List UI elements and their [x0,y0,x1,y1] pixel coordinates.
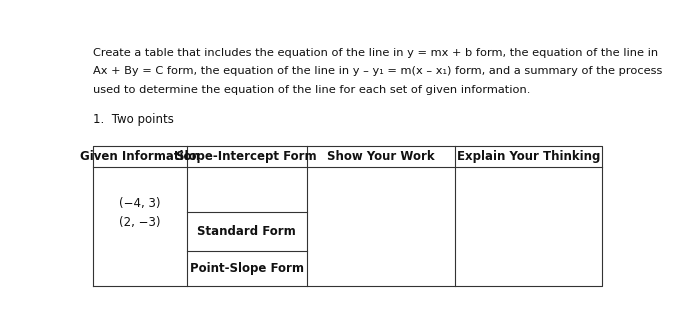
Text: (−4, 3): (−4, 3) [119,197,161,210]
Text: used to determine the equation of the line for each set of given information.: used to determine the equation of the li… [93,84,530,95]
Text: Standard Form: Standard Form [197,225,296,238]
Text: Explain Your Thinking: Explain Your Thinking [457,150,600,163]
Text: Create a table that includes the equation of the line in y = mx + b form, the eq: Create a table that includes the equatio… [93,48,658,58]
Text: Show Your Work: Show Your Work [327,150,435,163]
Text: Point-Slope Form: Point-Slope Form [190,262,304,275]
Text: Ax + By = C form, the equation of the line in y – y₁ = m(x – x₁) form, and a sum: Ax + By = C form, the equation of the li… [93,66,662,76]
Text: 1.  Two points: 1. Two points [93,113,174,126]
Text: Given Information: Given Information [80,150,200,163]
Text: Slope-Intercept Form: Slope-Intercept Form [176,150,317,163]
Text: (2, −3): (2, −3) [119,215,161,229]
